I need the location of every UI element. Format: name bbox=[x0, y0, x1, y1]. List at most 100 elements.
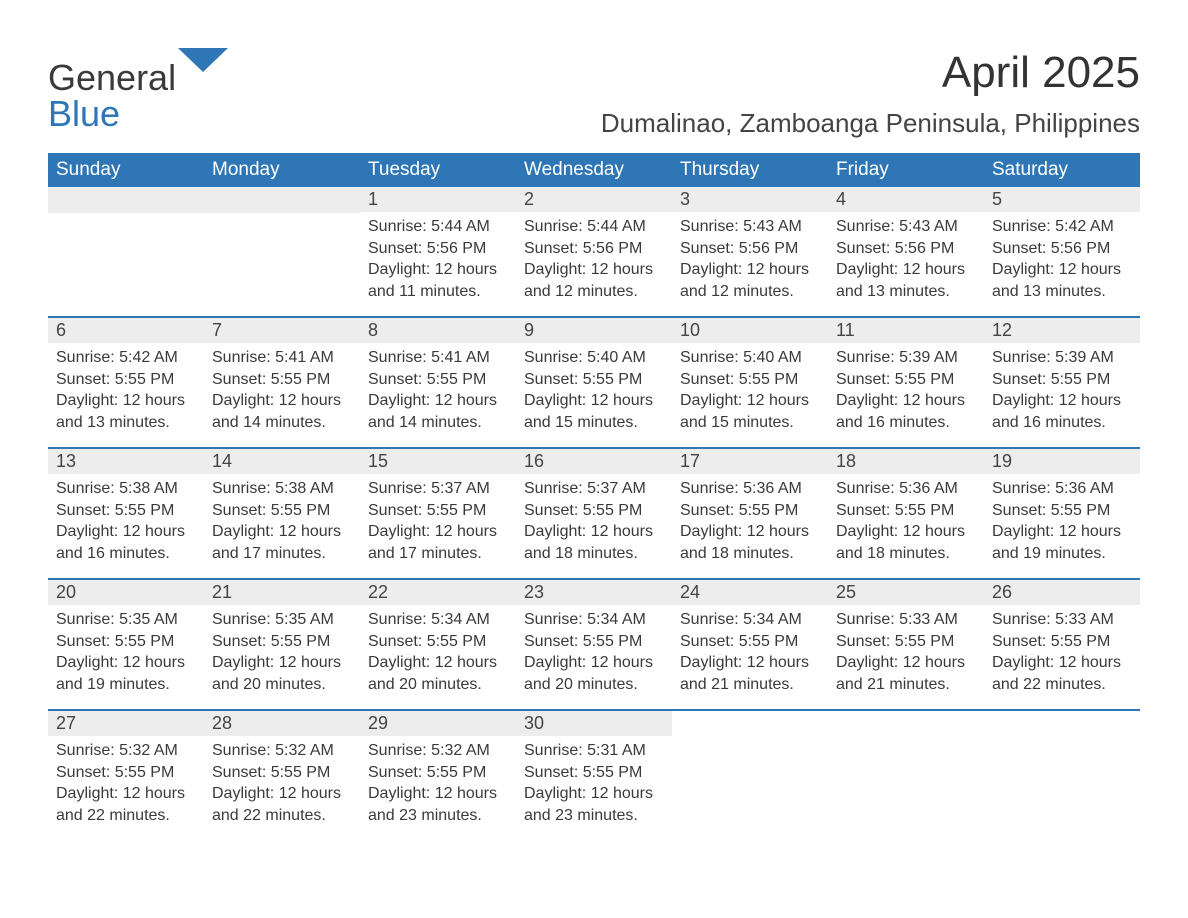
day-sunset: Sunset: 5:56 PM bbox=[680, 238, 820, 260]
day-details: Sunrise: 5:32 AMSunset: 5:55 PMDaylight:… bbox=[204, 736, 360, 826]
day-number: 12 bbox=[984, 318, 1140, 343]
day-daylight1: Daylight: 12 hours bbox=[680, 652, 820, 674]
day-daylight2: and 20 minutes. bbox=[524, 674, 664, 696]
day-daylight1: Daylight: 12 hours bbox=[992, 521, 1132, 543]
day-details: Sunrise: 5:36 AMSunset: 5:55 PMDaylight:… bbox=[672, 474, 828, 564]
day-daylight2: and 12 minutes. bbox=[680, 281, 820, 303]
day-daylight2: and 18 minutes. bbox=[680, 543, 820, 565]
day-number: 7 bbox=[204, 318, 360, 343]
day-details: Sunrise: 5:33 AMSunset: 5:55 PMDaylight:… bbox=[828, 605, 984, 695]
day-daylight2: and 14 minutes. bbox=[212, 412, 352, 434]
day-daylight1: Daylight: 12 hours bbox=[836, 259, 976, 281]
day-daylight2: and 20 minutes. bbox=[212, 674, 352, 696]
day-number: 3 bbox=[672, 187, 828, 212]
day-daylight2: and 12 minutes. bbox=[524, 281, 664, 303]
day-number: 2 bbox=[516, 187, 672, 212]
day-details: Sunrise: 5:38 AMSunset: 5:55 PMDaylight:… bbox=[204, 474, 360, 564]
day-sunset: Sunset: 5:55 PM bbox=[368, 500, 508, 522]
calendar-week: 27Sunrise: 5:32 AMSunset: 5:55 PMDayligh… bbox=[48, 711, 1140, 841]
weekday-header: Thursday bbox=[672, 153, 828, 187]
day-daylight1: Daylight: 12 hours bbox=[992, 390, 1132, 412]
day-number: 30 bbox=[516, 711, 672, 736]
calendar-cell: 23Sunrise: 5:34 AMSunset: 5:55 PMDayligh… bbox=[516, 580, 672, 710]
day-number: 15 bbox=[360, 449, 516, 474]
day-number: 29 bbox=[360, 711, 516, 736]
weekday-row: Sunday Monday Tuesday Wednesday Thursday… bbox=[48, 153, 1140, 187]
day-sunrise: Sunrise: 5:42 AM bbox=[56, 347, 196, 369]
day-daylight1: Daylight: 12 hours bbox=[212, 652, 352, 674]
day-sunset: Sunset: 5:55 PM bbox=[992, 631, 1132, 653]
day-sunrise: Sunrise: 5:35 AM bbox=[56, 609, 196, 631]
page: General Blue April 2025 Dumalinao, Zambo… bbox=[0, 0, 1188, 841]
day-details: Sunrise: 5:44 AMSunset: 5:56 PMDaylight:… bbox=[360, 212, 516, 302]
day-number: 4 bbox=[828, 187, 984, 212]
day-sunset: Sunset: 5:55 PM bbox=[524, 762, 664, 784]
day-number: 23 bbox=[516, 580, 672, 605]
day-details: Sunrise: 5:44 AMSunset: 5:56 PMDaylight:… bbox=[516, 212, 672, 302]
calendar-cell: 13Sunrise: 5:38 AMSunset: 5:55 PMDayligh… bbox=[48, 449, 204, 579]
day-sunrise: Sunrise: 5:36 AM bbox=[992, 478, 1132, 500]
day-sunset: Sunset: 5:55 PM bbox=[368, 631, 508, 653]
day-daylight2: and 13 minutes. bbox=[836, 281, 976, 303]
day-number: 9 bbox=[516, 318, 672, 343]
day-sunset: Sunset: 5:55 PM bbox=[680, 369, 820, 391]
day-daylight2: and 23 minutes. bbox=[368, 805, 508, 827]
day-daylight2: and 21 minutes. bbox=[680, 674, 820, 696]
weekday-header: Wednesday bbox=[516, 153, 672, 187]
day-details: Sunrise: 5:43 AMSunset: 5:56 PMDaylight:… bbox=[828, 212, 984, 302]
day-details: Sunrise: 5:40 AMSunset: 5:55 PMDaylight:… bbox=[672, 343, 828, 433]
day-details: Sunrise: 5:39 AMSunset: 5:55 PMDaylight:… bbox=[984, 343, 1140, 433]
day-daylight1: Daylight: 12 hours bbox=[524, 259, 664, 281]
day-daylight1: Daylight: 12 hours bbox=[368, 259, 508, 281]
day-daylight2: and 20 minutes. bbox=[368, 674, 508, 696]
day-number-empty bbox=[48, 187, 204, 213]
day-daylight1: Daylight: 12 hours bbox=[56, 390, 196, 412]
location-subtitle: Dumalinao, Zamboanga Peninsula, Philippi… bbox=[601, 108, 1140, 139]
day-daylight1: Daylight: 12 hours bbox=[368, 521, 508, 543]
day-daylight1: Daylight: 12 hours bbox=[836, 652, 976, 674]
brand-logo: General Blue bbox=[48, 48, 228, 132]
calendar-table: Sunday Monday Tuesday Wednesday Thursday… bbox=[48, 153, 1140, 841]
day-sunrise: Sunrise: 5:40 AM bbox=[680, 347, 820, 369]
day-daylight1: Daylight: 12 hours bbox=[368, 390, 508, 412]
day-sunrise: Sunrise: 5:38 AM bbox=[56, 478, 196, 500]
day-sunrise: Sunrise: 5:39 AM bbox=[836, 347, 976, 369]
calendar-cell bbox=[204, 187, 360, 317]
day-details: Sunrise: 5:37 AMSunset: 5:55 PMDaylight:… bbox=[360, 474, 516, 564]
day-sunset: Sunset: 5:55 PM bbox=[56, 631, 196, 653]
day-daylight2: and 11 minutes. bbox=[368, 281, 508, 303]
calendar-week: 13Sunrise: 5:38 AMSunset: 5:55 PMDayligh… bbox=[48, 449, 1140, 579]
day-sunrise: Sunrise: 5:43 AM bbox=[836, 216, 976, 238]
day-sunrise: Sunrise: 5:32 AM bbox=[368, 740, 508, 762]
day-sunrise: Sunrise: 5:38 AM bbox=[212, 478, 352, 500]
day-number: 19 bbox=[984, 449, 1140, 474]
calendar-cell: 18Sunrise: 5:36 AMSunset: 5:55 PMDayligh… bbox=[828, 449, 984, 579]
day-details: Sunrise: 5:36 AMSunset: 5:55 PMDaylight:… bbox=[828, 474, 984, 564]
calendar-week: 1Sunrise: 5:44 AMSunset: 5:56 PMDaylight… bbox=[48, 187, 1140, 317]
day-sunrise: Sunrise: 5:41 AM bbox=[212, 347, 352, 369]
day-daylight2: and 18 minutes. bbox=[524, 543, 664, 565]
day-details: Sunrise: 5:34 AMSunset: 5:55 PMDaylight:… bbox=[360, 605, 516, 695]
day-number: 22 bbox=[360, 580, 516, 605]
day-sunset: Sunset: 5:55 PM bbox=[212, 500, 352, 522]
day-sunset: Sunset: 5:55 PM bbox=[680, 500, 820, 522]
day-sunset: Sunset: 5:55 PM bbox=[368, 369, 508, 391]
day-sunrise: Sunrise: 5:37 AM bbox=[368, 478, 508, 500]
calendar-cell: 19 Sunrise: 5:36 AMSunset: 5:55 PMDayligh… bbox=[984, 449, 1140, 579]
calendar-week: 6Sunrise: 5:42 AMSunset: 5:55 PMDaylight… bbox=[48, 318, 1140, 448]
day-sunset: Sunset: 5:55 PM bbox=[836, 631, 976, 653]
calendar-cell: 24Sunrise: 5:34 AMSunset: 5:55 PMDayligh… bbox=[672, 580, 828, 710]
calendar-head: Sunday Monday Tuesday Wednesday Thursday… bbox=[48, 153, 1140, 187]
calendar-cell: 11Sunrise: 5:39 AMSunset: 5:55 PMDayligh… bbox=[828, 318, 984, 448]
day-daylight1: Daylight: 12 hours bbox=[524, 783, 664, 805]
day-daylight1: Daylight: 12 hours bbox=[524, 521, 664, 543]
day-daylight2: and 16 minutes. bbox=[992, 412, 1132, 434]
header: General Blue April 2025 Dumalinao, Zambo… bbox=[48, 48, 1140, 139]
calendar-cell: 6Sunrise: 5:42 AMSunset: 5:55 PMDaylight… bbox=[48, 318, 204, 448]
day-sunset: Sunset: 5:55 PM bbox=[992, 500, 1132, 522]
day-sunrise: Sunrise: 5:32 AM bbox=[212, 740, 352, 762]
day-daylight2: and 19 minutes. bbox=[56, 674, 196, 696]
day-sunrise: Sunrise: 5:40 AM bbox=[524, 347, 664, 369]
calendar-cell: 1Sunrise: 5:44 AMSunset: 5:56 PMDaylight… bbox=[360, 187, 516, 317]
calendar-cell: 15Sunrise: 5:37 AMSunset: 5:55 PMDayligh… bbox=[360, 449, 516, 579]
